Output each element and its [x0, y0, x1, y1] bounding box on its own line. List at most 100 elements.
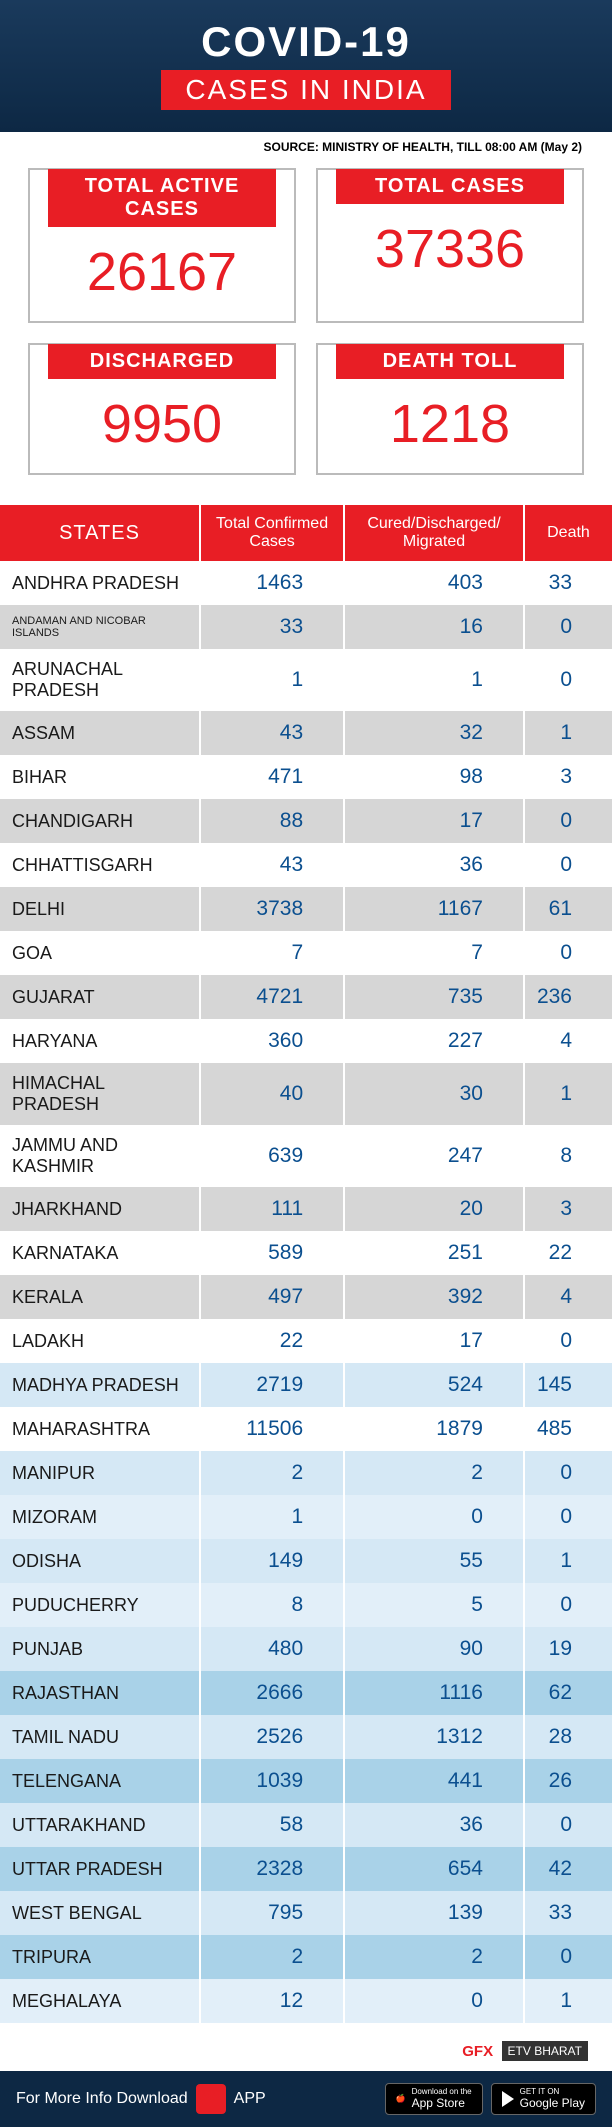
death-cell: 0 — [524, 605, 612, 649]
cured-cell: 524 — [344, 1363, 524, 1407]
confirmed-cell: 497 — [200, 1275, 344, 1319]
etv-label: ETV BHARAT — [502, 2041, 588, 2061]
store2-small: GET IT ON — [520, 2087, 560, 2096]
state-name-cell: MAHARASHTRA — [0, 1407, 200, 1451]
cured-cell: 36 — [344, 1803, 524, 1847]
death-cell: 28 — [524, 1715, 612, 1759]
state-name-cell: DELHI — [0, 887, 200, 931]
cured-cell: 1879 — [344, 1407, 524, 1451]
state-name-cell: JHARKHAND — [0, 1187, 200, 1231]
state-name-cell: PUNJAB — [0, 1627, 200, 1671]
confirmed-cell: 795 — [200, 1891, 344, 1935]
confirmed-cell: 7 — [200, 931, 344, 975]
state-name-cell: PUDUCHERRY — [0, 1583, 200, 1627]
cured-cell: 1 — [344, 649, 524, 711]
confirmed-cell: 2 — [200, 1451, 344, 1495]
confirmed-cell: 480 — [200, 1627, 344, 1671]
table-row: BIHAR471983 — [0, 755, 612, 799]
state-name-cell: WEST BENGAL — [0, 1891, 200, 1935]
stats-grid: TOTAL ACTIVE CASES26167TOTAL CASES37336D… — [0, 158, 612, 495]
table-row: ANDHRA PRADESH146340333 — [0, 561, 612, 605]
death-cell: 22 — [524, 1231, 612, 1275]
table-row: UTTAR PRADESH232865442 — [0, 1847, 612, 1891]
confirmed-cell: 360 — [200, 1019, 344, 1063]
confirmed-cell: 88 — [200, 799, 344, 843]
state-name-cell: JAMMU AND KASHMIR — [0, 1125, 200, 1187]
header-banner: COVID-19 CASES IN INDIA — [0, 0, 612, 132]
confirmed-cell: 8 — [200, 1583, 344, 1627]
confirmed-cell: 43 — [200, 843, 344, 887]
state-name-cell: ARUNACHAL PRADESH — [0, 649, 200, 711]
table-row: MIZORAM100 — [0, 1495, 612, 1539]
cured-cell: 0 — [344, 1979, 524, 2023]
death-cell: 0 — [524, 649, 612, 711]
death-cell: 4 — [524, 1019, 612, 1063]
cured-cell: 392 — [344, 1275, 524, 1319]
stat-card: TOTAL CASES37336 — [316, 168, 584, 323]
stat-value: 1218 — [318, 379, 582, 473]
state-name-cell: HIMACHAL PRADESH — [0, 1063, 200, 1125]
store1-big: App Store — [412, 2097, 472, 2110]
confirmed-cell: 40 — [200, 1063, 344, 1125]
table-row: ANDAMAN AND NICOBAR ISLANDS33160 — [0, 605, 612, 649]
download-text: For More Info Download — [16, 2090, 188, 2108]
google-play-badge[interactable]: GET IT ON Google Play — [491, 2083, 596, 2115]
state-name-cell: RAJASTHAN — [0, 1671, 200, 1715]
state-name-cell: UTTAR PRADESH — [0, 1847, 200, 1891]
apple-icon: 🍎 — [396, 2095, 406, 2104]
death-cell: 33 — [524, 1891, 612, 1935]
table-row: TELENGANA103944126 — [0, 1759, 612, 1803]
column-header: Total Confirmed Cases — [200, 505, 344, 561]
death-cell: 145 — [524, 1363, 612, 1407]
cured-cell: 654 — [344, 1847, 524, 1891]
table-row: PUNJAB4809019 — [0, 1627, 612, 1671]
footer-left: For More Info Download APP — [16, 2084, 266, 2114]
table-row: UTTARAKHAND58360 — [0, 1803, 612, 1847]
app-store-badge[interactable]: 🍎 Download on the App Store — [385, 2083, 483, 2115]
state-name-cell: CHANDIGARH — [0, 799, 200, 843]
cured-cell: 251 — [344, 1231, 524, 1275]
confirmed-cell: 3738 — [200, 887, 344, 931]
table-row: ASSAM43321 — [0, 711, 612, 755]
store-badges: 🍎 Download on the App Store GET IT ON Go… — [385, 2083, 596, 2115]
cured-cell: 55 — [344, 1539, 524, 1583]
state-name-cell: ANDHRA PRADESH — [0, 561, 200, 605]
confirmed-cell: 33 — [200, 605, 344, 649]
gfx-label: GFX — [462, 2043, 493, 2060]
state-name-cell: GUJARAT — [0, 975, 200, 1019]
death-cell: 1 — [524, 711, 612, 755]
table-row: GOA770 — [0, 931, 612, 975]
state-name-cell: MANIPUR — [0, 1451, 200, 1495]
confirmed-cell: 639 — [200, 1125, 344, 1187]
state-name-cell: MADHYA PRADESH — [0, 1363, 200, 1407]
state-name-cell: CHHATTISGARH — [0, 843, 200, 887]
confirmed-cell: 12 — [200, 1979, 344, 2023]
table-row: RAJASTHAN2666111662 — [0, 1671, 612, 1715]
confirmed-cell: 2 — [200, 1935, 344, 1979]
cured-cell: 735 — [344, 975, 524, 1019]
app-text: APP — [234, 2090, 266, 2108]
table-row: MAHARASHTRA115061879485 — [0, 1407, 612, 1451]
confirmed-cell: 58 — [200, 1803, 344, 1847]
death-cell: 4 — [524, 1275, 612, 1319]
state-name-cell: BIHAR — [0, 755, 200, 799]
confirmed-cell: 2719 — [200, 1363, 344, 1407]
death-cell: 3 — [524, 1187, 612, 1231]
death-cell: 0 — [524, 1803, 612, 1847]
store1-small: Download on the — [412, 2087, 472, 2096]
death-cell: 0 — [524, 931, 612, 975]
table-row: LADAKH22170 — [0, 1319, 612, 1363]
cured-cell: 139 — [344, 1891, 524, 1935]
death-cell: 26 — [524, 1759, 612, 1803]
stat-value: 37336 — [318, 204, 582, 298]
death-cell: 1 — [524, 1539, 612, 1583]
table-row: JHARKHAND111203 — [0, 1187, 612, 1231]
table-row: KARNATAKA58925122 — [0, 1231, 612, 1275]
table-row: ARUNACHAL PRADESH110 — [0, 649, 612, 711]
state-name-cell: TRIPURA — [0, 1935, 200, 1979]
confirmed-cell: 1463 — [200, 561, 344, 605]
state-name-cell: MIZORAM — [0, 1495, 200, 1539]
table-body: ANDHRA PRADESH146340333ANDAMAN AND NICOB… — [0, 561, 612, 2023]
confirmed-cell: 1 — [200, 649, 344, 711]
subtitle: CASES IN INDIA — [161, 70, 450, 110]
